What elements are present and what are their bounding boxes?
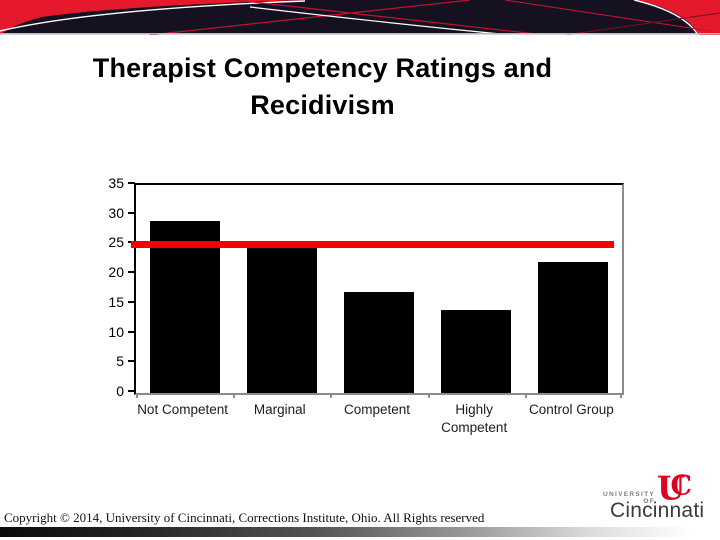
banner-art [0,0,720,36]
uc-logo: U C UNIVERSITY OF Cincinnati [555,465,715,525]
y-tick-mark [128,211,135,214]
y-tick-label: 15 [108,293,124,310]
y-tick-label: 20 [108,264,124,281]
y-tick-label: 5 [116,353,124,370]
reference-line [131,240,614,248]
copyright-text: Copyright © 2014, University of Cincinna… [4,510,485,525]
svg-text:U: U [657,470,685,506]
chart-plot-area [131,183,624,398]
logo-cincinnati-text: Cincinnati [610,499,705,522]
bar-competent [344,291,414,393]
banner-swoosh-graphic [0,0,720,36]
y-tick-mark [128,330,135,333]
y-tick-mark [128,300,135,303]
x-label-control-group: Control Group [528,402,614,417]
x-label-competent: Competent [343,402,410,417]
y-tick-label: 0 [116,383,124,399]
y-tick-label: 25 [108,234,124,251]
x-tick-mark [233,393,236,398]
uc-monogram-icon: U C [657,470,693,506]
y-tick-mark [128,390,135,392]
y-tick-mark [128,271,135,274]
logo-university-of-text: UNIVERSITY OF [602,491,655,505]
svg-text:C: C [671,470,693,501]
x-label-marginal: Marginal [253,402,306,417]
x-tick-mark [524,393,527,398]
x-label-highly-competent: Highly Competent [441,402,508,435]
bar-not-competent [149,220,220,393]
bar-control-group [538,262,609,393]
y-tick-label: 35 [108,175,124,191]
y-tick-mark [128,360,135,363]
slide-title-line1: Therapist Competency Ratings and [92,53,553,83]
bar-marginal [246,247,317,393]
bottom-gradient-bar [0,527,706,537]
x-tick-mark [620,393,622,398]
x-tick-mark [330,393,333,398]
y-tick-mark [128,182,135,184]
x-axis-labels: Not Competent Marginal Competent Highly Com… [134,401,620,445]
x-tick-mark [427,393,430,398]
x-label-not-competent: Not Competent [137,402,228,417]
slide-title-line2: Recidivism [250,90,395,120]
x-tick-mark [136,393,138,398]
y-tick-label: 30 [108,204,124,221]
bar-highly-competent [441,309,512,393]
slide-title: Therapist Competency Ratings and Recidiv… [30,50,615,124]
y-tick-label: 10 [108,323,124,340]
